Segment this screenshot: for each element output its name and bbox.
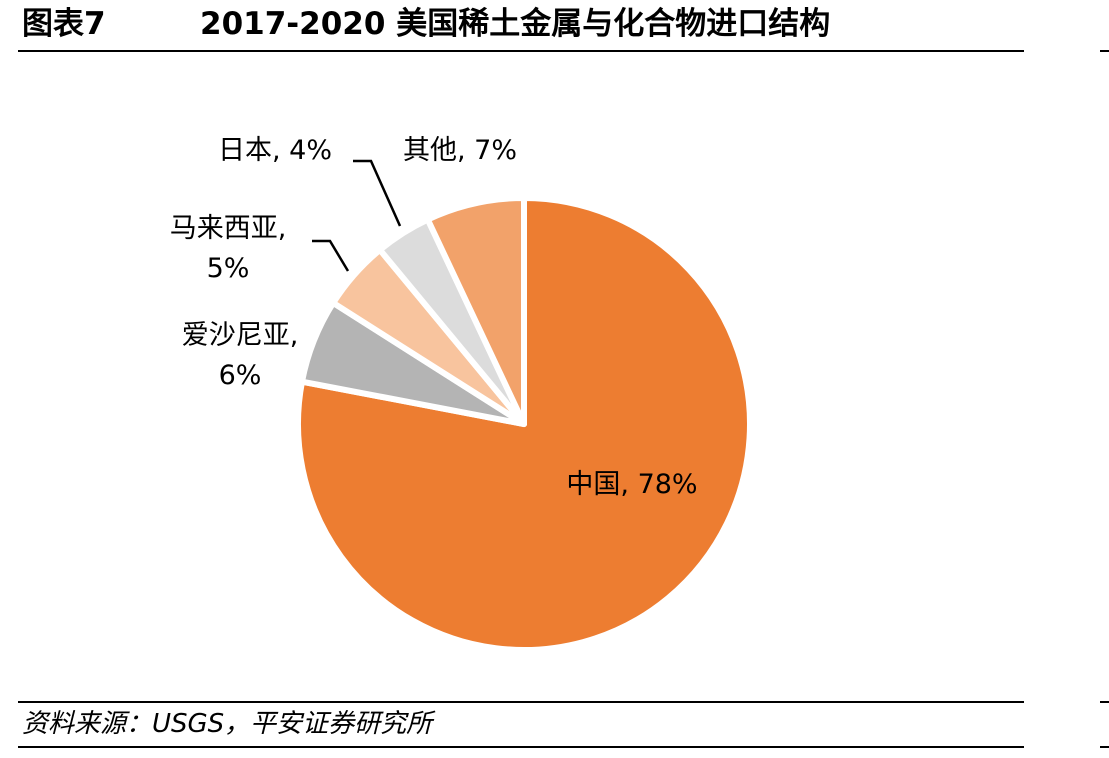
figure-heading: 图表7 2017-2020 美国稀土金属与化合物进口结构	[22, 4, 830, 44]
figure-number: 图表7	[22, 6, 106, 42]
slice-label-line: 6%	[219, 360, 262, 391]
leader-line-3	[312, 239, 350, 272]
source-rule-bottom	[18, 746, 1024, 748]
slice-label-line: 爱沙尼亚,	[182, 320, 299, 351]
source-rule-top	[18, 701, 1024, 703]
leader-line-4	[353, 159, 402, 227]
slice-label-5: 其他, 7%	[403, 135, 517, 166]
edge-tick-top	[1100, 50, 1109, 52]
slice-label-line: 中国, 78%	[566, 469, 697, 500]
slice-label-1: 中国, 78%	[566, 469, 697, 500]
slice-label-3: 马来西亚, 5%	[170, 213, 287, 284]
slice-label-line: 5%	[207, 253, 250, 284]
leader-lines	[312, 159, 402, 272]
pie-slice-5	[424, 195, 527, 427]
edge-tick-mid	[1100, 701, 1109, 703]
pie-slices	[295, 195, 753, 653]
edge-tick-bottom	[1100, 746, 1109, 748]
slice-label-line: 日本, 4%	[218, 135, 332, 166]
slice-label-line: 其他, 7%	[403, 135, 517, 166]
slice-labels: 中国, 78% 爱沙尼亚, 6% 马来西亚, 5% 日本, 4% 其他, 7%	[170, 135, 698, 500]
pie-chart: 中国, 78% 爱沙尼亚, 6% 马来西亚, 5% 日本, 4% 其他, 7%	[169, 135, 753, 653]
title-rule	[18, 50, 1024, 52]
slice-label-line: 马来西亚,	[170, 213, 287, 244]
figure-title: 2017-2020 美国稀土金属与化合物进口结构	[200, 6, 831, 42]
source-note: 资料来源：USGS，平安证券研究所	[22, 709, 433, 739]
slice-label-2: 爱沙尼亚, 6%	[182, 320, 299, 391]
slice-label-4: 日本, 4%	[218, 135, 332, 166]
